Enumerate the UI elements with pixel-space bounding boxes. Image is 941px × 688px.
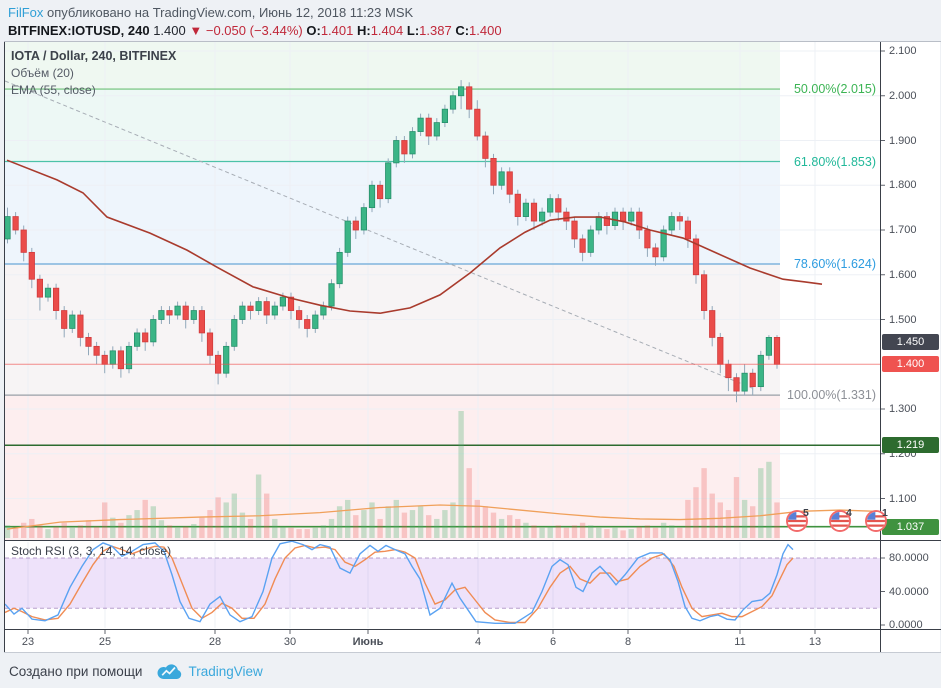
volume-ma-line <box>6 504 877 530</box>
idea-flag-count: 4 <box>846 507 852 519</box>
time-tick-label[interactable]: 8 <box>624 636 632 648</box>
candles-layer <box>4 80 781 403</box>
close-label: C: <box>455 23 470 38</box>
published-text: опубликовано на TradingView.com, Июнь 12… <box>43 5 414 20</box>
snapshot-footer: Создано при помощи TradingView <box>0 654 941 688</box>
legend-volume[interactable]: Объём (20) <box>11 66 74 80</box>
price-badge: 1.400 <box>882 356 939 373</box>
tradingview-logo-icon[interactable] <box>156 663 182 680</box>
stoch-d-line <box>4 544 794 624</box>
price-tick-label[interactable]: 1.100 <box>889 492 917 505</box>
time-tick-label[interactable]: Июнь <box>352 636 384 648</box>
stoch-tick-label[interactable]: 80.0000 <box>889 552 929 564</box>
gridlines <box>5 42 880 628</box>
low-label: L: <box>406 23 420 38</box>
price-tick-label[interactable]: 1.800 <box>889 179 917 192</box>
open-label: O: <box>306 23 321 38</box>
idea-flag-count: 1 <box>882 507 888 519</box>
time-tick-label[interactable]: 23 <box>21 636 35 648</box>
price-tick-label[interactable]: 2.000 <box>889 89 917 102</box>
time-tick-label[interactable]: 4 <box>474 636 482 648</box>
price-badge: 1.037 <box>882 518 939 535</box>
time-tick-label[interactable]: 13 <box>808 636 822 648</box>
price-tick-label[interactable]: 1.700 <box>889 224 917 236</box>
author-link[interactable]: FilFox <box>8 5 44 20</box>
down-arrow-icon: ▼ <box>189 23 203 38</box>
stoch-tick-label[interactable]: 40.0000 <box>889 585 929 598</box>
ema-line[interactable] <box>6 159 823 315</box>
footer-text: Создано при помощи <box>9 663 143 679</box>
published-line: FilFox опубликовано на TradingView.com, … <box>8 5 502 20</box>
last-price: 1.400 <box>153 23 186 38</box>
pane-borders <box>4 41 941 653</box>
fib-trend-line[interactable] <box>4 80 753 389</box>
low-value: 1.387 <box>419 23 452 38</box>
time-tick-label[interactable]: 28 <box>208 636 222 648</box>
legend-symbol[interactable]: IOTA / Dollar, 240, BITFINEX <box>11 49 177 63</box>
stoch-pane <box>4 540 880 625</box>
price-tick-label[interactable]: 1.900 <box>889 134 917 147</box>
horizontal-lines <box>5 444 880 528</box>
high-value: 1.404 <box>370 23 404 38</box>
price-badge: 1.450 <box>882 333 939 350</box>
fib-zones <box>5 42 780 540</box>
price-badge: 1.219 <box>882 437 939 454</box>
price-tick-label[interactable]: 2.100 <box>889 45 917 57</box>
ohlc-line: BITFINEX:IOTUSD, 240 1.400 ▼ −0.050 (−3.… <box>8 23 502 38</box>
time-tick-label[interactable]: 30 <box>283 636 297 648</box>
price-tick-label[interactable]: 1.500 <box>889 313 917 326</box>
fib-level-lines <box>5 88 780 396</box>
fib-level-label[interactable]: 50.00%(2.015) <box>793 82 876 97</box>
high-label: H: <box>356 23 371 38</box>
chart-legend: IOTA / Dollar, 240, BITFINEX Объём (20) … <box>11 49 176 97</box>
idea-flag-icon[interactable] <box>865 510 887 532</box>
fib-level-label[interactable]: 100.00%(1.331) <box>787 388 876 403</box>
idea-flag-icon[interactable] <box>829 510 851 532</box>
fib-level-label[interactable]: 78.60%(1.624) <box>793 257 876 271</box>
close-value: 1.400 <box>469 23 502 38</box>
idea-flag-count: 5 <box>803 507 809 519</box>
time-tick-label[interactable]: 25 <box>98 636 112 648</box>
time-tick-label[interactable]: 6 <box>549 636 557 648</box>
price-tick-label[interactable]: 1.600 <box>889 268 917 281</box>
symbol-title[interactable]: BITFINEX:IOTUSD, 240 <box>8 23 150 38</box>
snapshot-header: FilFox опубликовано на TradingView.com, … <box>8 5 502 38</box>
stoch-rsi-legend[interactable]: Stoch RSI (3, 3, 14, 14, close) <box>11 544 172 558</box>
fib-level-label[interactable]: 61.80%(1.853) <box>793 154 876 169</box>
idea-flag-icon[interactable] <box>786 510 808 532</box>
time-tick-label[interactable]: 11 <box>734 636 746 648</box>
open-value: 1.401 <box>320 23 354 38</box>
stoch-k-line <box>4 540 794 625</box>
price-change: −0.050 (−3.44%) <box>205 23 303 38</box>
stoch-tick-label[interactable]: 0.0000 <box>889 619 923 631</box>
tradingview-link[interactable]: TradingView <box>188 663 263 679</box>
legend-ema[interactable]: EMA (55, close) <box>11 83 96 97</box>
price-tick-label[interactable]: 1.300 <box>889 403 917 415</box>
